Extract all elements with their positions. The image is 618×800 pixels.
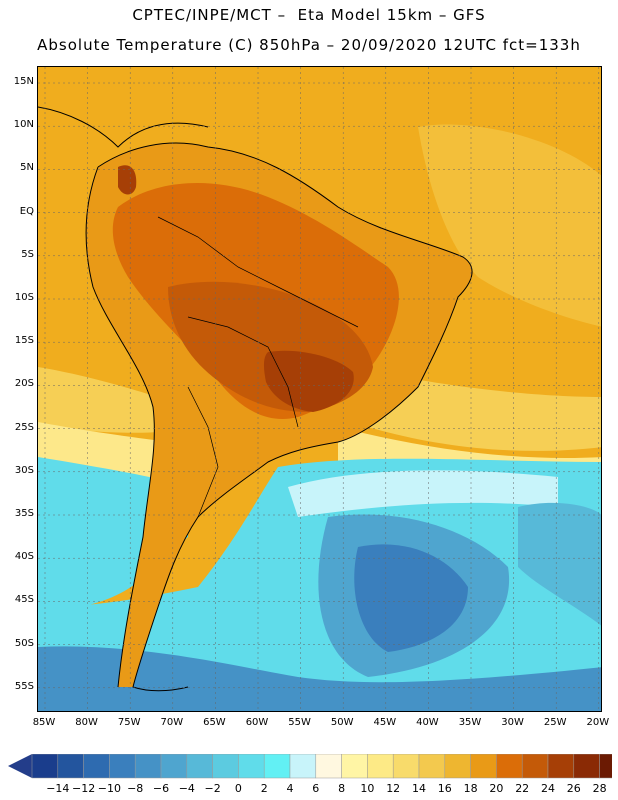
colorbar-swatch [315, 754, 342, 779]
longitude-label: 40W [416, 717, 439, 728]
colorbar-label: 28 [592, 782, 607, 795]
colorbar-swatch [521, 754, 549, 779]
colorbar-label: 4 [286, 782, 294, 795]
colorbar-swatch [263, 754, 291, 779]
graticule [38, 67, 601, 711]
colorbar-label: −8 [127, 782, 144, 795]
colorbar-swatch [573, 754, 600, 779]
colorbar-swatch [496, 754, 523, 779]
colorbar-label: 2 [260, 782, 268, 795]
latitude-label: 30S [14, 464, 34, 476]
longitude-label: 35W [458, 717, 482, 728]
coastline-central-america [38, 106, 209, 148]
cold-core-inner [354, 544, 468, 652]
map-title-line-1: CPTEC/INPE/MCT – Eta Model 15km – GFS [132, 6, 486, 24]
colorbar-label: 24 [541, 782, 555, 795]
colorbar-swatch [212, 754, 239, 779]
colorbar-label: 6 [312, 782, 320, 795]
latitude-label: 5N [20, 162, 34, 174]
coastline-pacific [85, 166, 155, 688]
latitude-label: 40S [14, 551, 34, 563]
coastline-south-america [97, 142, 473, 692]
colorbar-label: 14 [412, 782, 426, 795]
colorbar-swatch [31, 754, 59, 779]
colorbar-swatch [57, 754, 84, 779]
colorbar-label: −6 [152, 782, 170, 795]
colorbar-swatch [186, 754, 213, 779]
latitude-label: 5S [21, 248, 34, 260]
longitude-label: 20W [586, 717, 610, 728]
colorbar-swatch [367, 754, 394, 779]
longitude-label: 65W [203, 717, 226, 728]
colorbar-label: 26 [566, 782, 581, 795]
cold-east [518, 502, 601, 626]
colorbar-label: −4 [178, 782, 195, 795]
longitude-label: 30W [501, 717, 524, 728]
longitude-label: 45W [373, 717, 397, 728]
longitude-label: 85W [32, 717, 56, 728]
colorbar-swatch [83, 754, 110, 779]
latitude-label: 25S [14, 421, 34, 433]
cool-band-south [288, 470, 558, 517]
colorbar-label: 0 [234, 782, 242, 795]
colorbar-label: 10 [360, 782, 375, 795]
borders [187, 316, 299, 428]
warm-band-north [418, 124, 601, 327]
latitude-label: 15N [13, 76, 34, 87]
latitude-label: 50S [14, 637, 34, 649]
longitude-label: 80W [75, 717, 98, 728]
colorbar-label: 12 [386, 782, 401, 795]
colorbar-swatch [160, 754, 188, 779]
cold-band-far-south [38, 646, 601, 711]
longitude-label: 60W [245, 717, 269, 728]
colorbar-label: −10 [97, 782, 121, 795]
colorbar-label: −12 [71, 782, 96, 795]
colorbar-label: −2 [204, 782, 221, 795]
latitude-label: 15S [14, 335, 34, 347]
colorbar-label: 22 [515, 782, 530, 795]
temperature-field [38, 67, 601, 711]
latitude-label: 10S [14, 292, 34, 303]
colorbar-swatch [134, 754, 162, 779]
borders [187, 386, 219, 518]
longitude-label: 55W [288, 717, 311, 728]
colorbar-swatch [238, 754, 265, 779]
colorbar-left-arrow [8, 754, 32, 778]
colorbar-swatch [341, 754, 368, 779]
colorbar-label: 16 [437, 782, 452, 795]
longitude-label: 75W [117, 717, 141, 728]
colorbar-label: 8 [338, 782, 346, 795]
longitude-label: 25W [543, 717, 567, 728]
longitude-label: 50W [330, 717, 354, 728]
latitude-label: 45S [14, 594, 34, 606]
longitude-label: 70W [160, 717, 184, 728]
temperature-map [37, 66, 602, 712]
colorbar-swatch [109, 754, 136, 779]
colorbar [8, 754, 612, 779]
colorbar-swatch [599, 754, 612, 779]
colorbar-label: 18 [463, 782, 478, 795]
colorbar-swatch [444, 754, 471, 779]
hottest-region [263, 350, 354, 412]
yellow-band-east [358, 367, 601, 451]
colorbar-swatch [392, 754, 420, 779]
latitude-label: EQ [19, 205, 34, 217]
latitude-label: 10N [13, 119, 34, 131]
colorbar-label: 20 [489, 782, 504, 795]
colorbar-label: −14 [46, 782, 70, 795]
colorbar-swatch [547, 754, 575, 779]
colorbar-swatch [418, 754, 446, 779]
colorbar-swatch [289, 754, 317, 779]
latitude-label: 20S [14, 378, 34, 390]
latitude-label: 35S [14, 508, 34, 519]
map-title-line-2: Absolute Temperature (C) 850hPa – 20/09/… [37, 36, 581, 54]
hot-spot-north [118, 165, 137, 195]
latitude-label: 55S [14, 680, 34, 692]
colorbar-swatch [470, 754, 497, 779]
